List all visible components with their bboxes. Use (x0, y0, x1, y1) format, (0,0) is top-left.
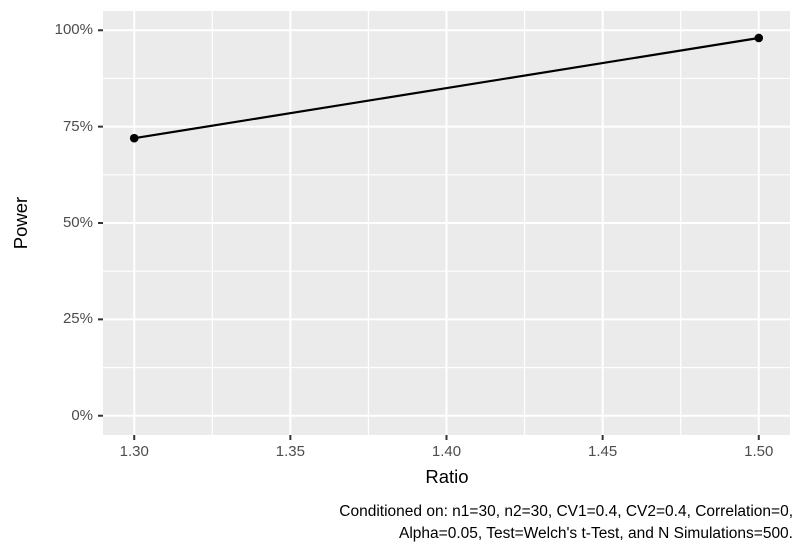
y-tick-label: 75% (62, 117, 93, 135)
x-axis-title: Ratio (425, 466, 469, 487)
caption-line-2: Alpha=0.05, Test=Welch's t-Test, and N S… (399, 524, 793, 542)
data-point (754, 33, 764, 43)
y-tick-label: 0% (71, 406, 93, 424)
x-tick-label: 1.45 (588, 443, 618, 460)
x-tick-label: 1.35 (275, 443, 305, 460)
y-axis-title: Power (10, 196, 31, 250)
y-tick-label: 50% (62, 214, 93, 231)
series-line (134, 36, 759, 140)
x-tick-label: 1.40 (431, 443, 462, 460)
data-point (129, 133, 139, 143)
caption-line-1: Conditioned on: n1=30, n2=30, CV1=0.4, C… (339, 503, 793, 520)
y-tick-label: 25% (62, 310, 93, 328)
plot-caption: Conditioned on: n1=30, n2=30, CV1=0.4, C… (339, 501, 793, 544)
y-tick-label: 100% (54, 21, 93, 39)
x-tick-label: 1.30 (119, 443, 149, 460)
x-tick-label: 1.50 (744, 443, 774, 460)
